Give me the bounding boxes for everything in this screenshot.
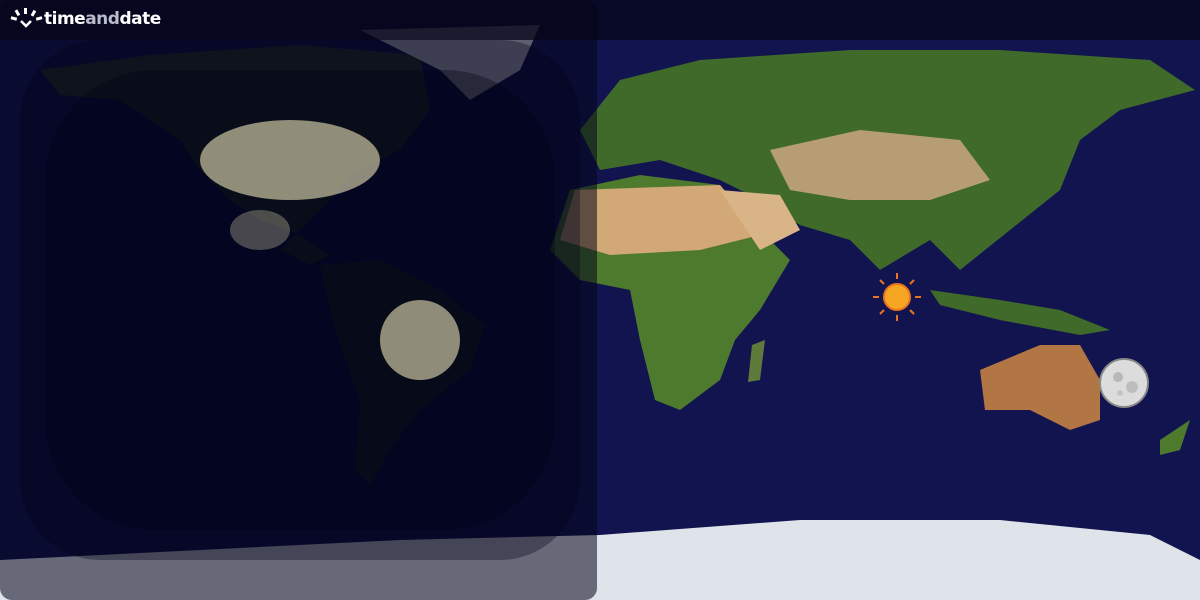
sahara (560, 185, 760, 255)
night-shade (0, 0, 597, 600)
logo-text-date: date (119, 9, 161, 29)
logo-sunburst-icon (10, 8, 43, 28)
logo-text-time: time (44, 9, 86, 29)
moon-icon (1099, 358, 1149, 408)
timeanddate-logo[interactable]: time and date (10, 8, 161, 30)
australia (980, 345, 1100, 430)
arabia (720, 190, 800, 250)
asia-desert (770, 130, 990, 200)
city-lights (200, 120, 460, 380)
sun-icon (873, 273, 921, 321)
new-zealand (1160, 420, 1190, 455)
madagascar (748, 340, 765, 382)
indonesia (930, 290, 1110, 335)
top-bar: time and date (0, 0, 1200, 40)
logo-text-and: and (85, 9, 120, 29)
